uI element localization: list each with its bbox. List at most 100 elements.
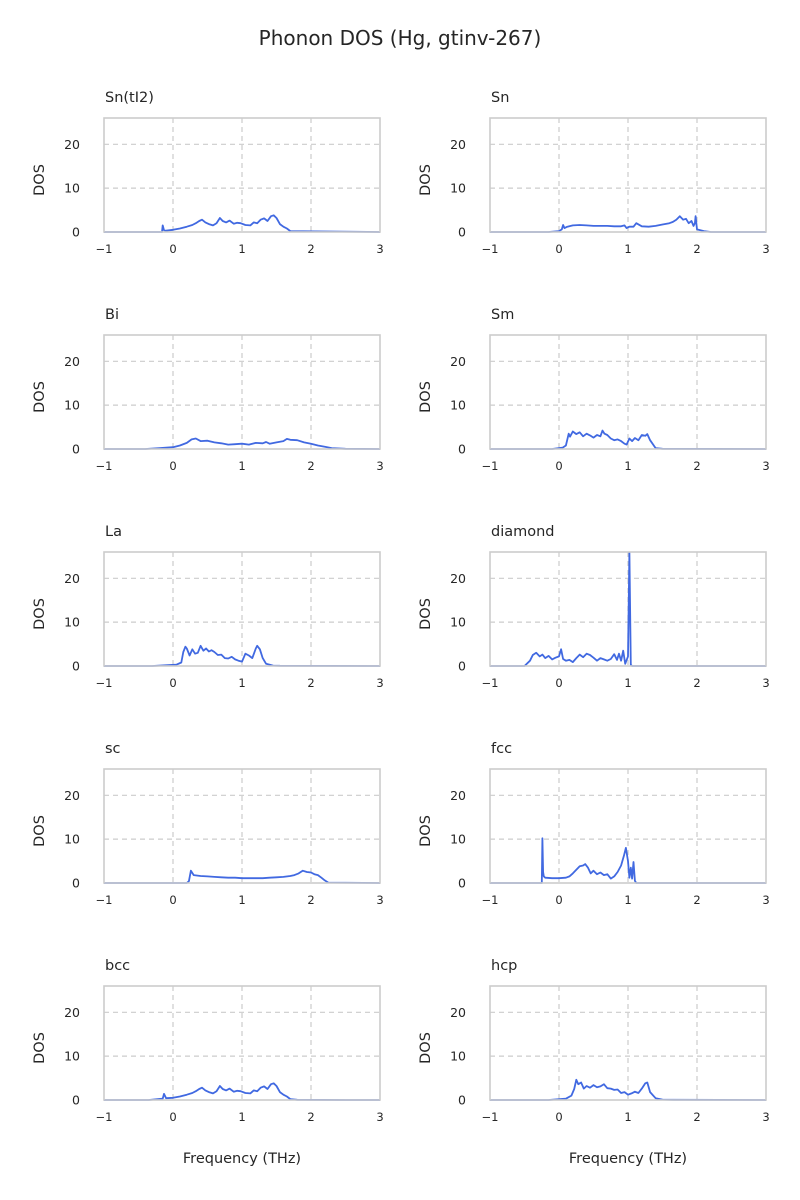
x-tick-label: 2 xyxy=(307,242,314,256)
y-tick-label: 20 xyxy=(450,354,466,369)
subplot-5: −1 0 1 2 3 0 10 20 La DOS xyxy=(32,524,384,690)
y-tick-label: 20 xyxy=(64,1005,80,1020)
figure-title: Phonon DOS (Hg, gtinv-267) xyxy=(259,26,542,50)
y-tick-label: 0 xyxy=(458,659,466,674)
subplot-6: −1 0 1 2 3 0 10 20 diamond DOS xyxy=(418,524,770,690)
subplot-title: sc xyxy=(105,741,121,757)
y-tick-label: 20 xyxy=(64,571,80,586)
x-tick-label: −1 xyxy=(96,1110,113,1124)
x-tick-label: 3 xyxy=(762,1110,769,1124)
subplot-title: hcp xyxy=(491,958,517,974)
axes-frame xyxy=(489,985,767,1101)
axes-frame xyxy=(103,985,381,1101)
x-tick-label: 1 xyxy=(238,676,245,690)
x-tick-label: 0 xyxy=(169,1110,176,1124)
subplot-title: Sn xyxy=(491,90,509,106)
subplot-title: diamond xyxy=(491,524,555,540)
y-tick-label: 0 xyxy=(458,1093,466,1108)
x-tick-label: 3 xyxy=(376,459,383,473)
x-tick-label: 2 xyxy=(693,893,700,907)
x-tick-label: −1 xyxy=(96,459,113,473)
series-line xyxy=(490,215,766,233)
y-tick-label: 10 xyxy=(450,398,466,413)
series-line xyxy=(490,1078,767,1101)
subplot-4: −1 0 1 2 3 0 10 20 Sm DOS xyxy=(418,307,770,473)
y-tick-label: 10 xyxy=(64,181,80,196)
series-line xyxy=(104,869,381,884)
x-tick-label: −1 xyxy=(482,893,499,907)
y-tick-label: 20 xyxy=(450,788,466,803)
x-tick-label: 1 xyxy=(624,459,631,473)
x-tick-label: 3 xyxy=(762,676,769,690)
axes-frame xyxy=(489,768,767,884)
x-tick-label: 3 xyxy=(376,676,383,690)
series-line xyxy=(490,551,766,667)
x-tick-label: 3 xyxy=(376,893,383,907)
x-tick-label: 1 xyxy=(238,459,245,473)
axes-frame xyxy=(489,551,767,667)
x-tick-label: −1 xyxy=(96,676,113,690)
y-tick-label: 20 xyxy=(64,354,80,369)
x-tick-label: 0 xyxy=(169,459,176,473)
x-tick-label: 0 xyxy=(169,242,176,256)
y-axis-label: DOS xyxy=(418,1032,434,1064)
y-axis-label: DOS xyxy=(418,164,434,196)
x-tick-label: 0 xyxy=(555,459,562,473)
subplot-1: −1 0 1 2 3 0 10 20 Sn(tI2) DOS xyxy=(32,90,384,256)
y-tick-label: 20 xyxy=(64,788,80,803)
y-tick-label: 10 xyxy=(450,181,466,196)
x-tick-label: −1 xyxy=(482,459,499,473)
y-axis-label: DOS xyxy=(418,815,434,847)
x-tick-label: 2 xyxy=(307,893,314,907)
x-tick-label: 1 xyxy=(624,242,631,256)
series-line xyxy=(104,214,381,233)
axes-frame xyxy=(103,334,381,450)
x-tick-label: −1 xyxy=(482,1110,499,1124)
x-tick-label: 1 xyxy=(624,893,631,907)
y-tick-label: 0 xyxy=(72,876,80,891)
subplot-2: −1 0 1 2 3 0 10 20 Sn DOS xyxy=(418,90,770,256)
x-tick-label: 2 xyxy=(693,242,700,256)
axes-frame xyxy=(103,768,381,884)
series-line xyxy=(490,837,766,884)
subplot-title: La xyxy=(105,524,122,540)
x-tick-label: 3 xyxy=(762,459,769,473)
x-tick-label: 0 xyxy=(555,1110,562,1124)
axes-frame xyxy=(489,334,767,450)
y-axis-label: DOS xyxy=(418,598,434,630)
y-tick-label: 10 xyxy=(450,615,466,630)
x-tick-label: 2 xyxy=(307,676,314,690)
subplot-3: −1 0 1 2 3 0 10 20 Bi DOS xyxy=(32,307,384,473)
y-tick-label: 10 xyxy=(64,615,80,630)
x-tick-label: −1 xyxy=(96,242,113,256)
x-tick-label: 2 xyxy=(693,1110,700,1124)
axes-frame xyxy=(103,117,381,233)
subplot-7: −1 0 1 2 3 0 10 20 sc DOS xyxy=(32,741,384,907)
x-tick-label: 3 xyxy=(376,1110,383,1124)
y-axis-label: DOS xyxy=(418,381,434,413)
y-tick-label: 0 xyxy=(458,225,466,240)
x-axis-label: Frequency (THz) xyxy=(183,1151,301,1167)
y-axis-label: DOS xyxy=(32,164,48,196)
x-axis-label: Frequency (THz) xyxy=(569,1151,687,1167)
subplot-title: Sn(tI2) xyxy=(105,90,154,106)
subplot-8: −1 0 1 2 3 0 10 20 fcc DOS xyxy=(418,741,770,907)
x-tick-label: 0 xyxy=(169,893,176,907)
y-tick-label: 10 xyxy=(450,832,466,847)
y-axis-label: DOS xyxy=(32,1032,48,1064)
y-tick-label: 0 xyxy=(72,225,80,240)
x-tick-label: 0 xyxy=(555,676,562,690)
y-tick-label: 20 xyxy=(450,1005,466,1020)
y-axis-label: DOS xyxy=(32,381,48,413)
subplot-title: bcc xyxy=(105,958,130,974)
y-tick-label: 0 xyxy=(72,659,80,674)
x-tick-label: 3 xyxy=(762,893,769,907)
x-tick-label: 1 xyxy=(624,1110,631,1124)
y-tick-label: 10 xyxy=(64,1049,80,1064)
x-tick-label: 3 xyxy=(762,242,769,256)
x-tick-label: 0 xyxy=(555,893,562,907)
series-line xyxy=(104,1082,380,1101)
x-tick-label: −1 xyxy=(482,242,499,256)
series-line xyxy=(104,644,381,667)
